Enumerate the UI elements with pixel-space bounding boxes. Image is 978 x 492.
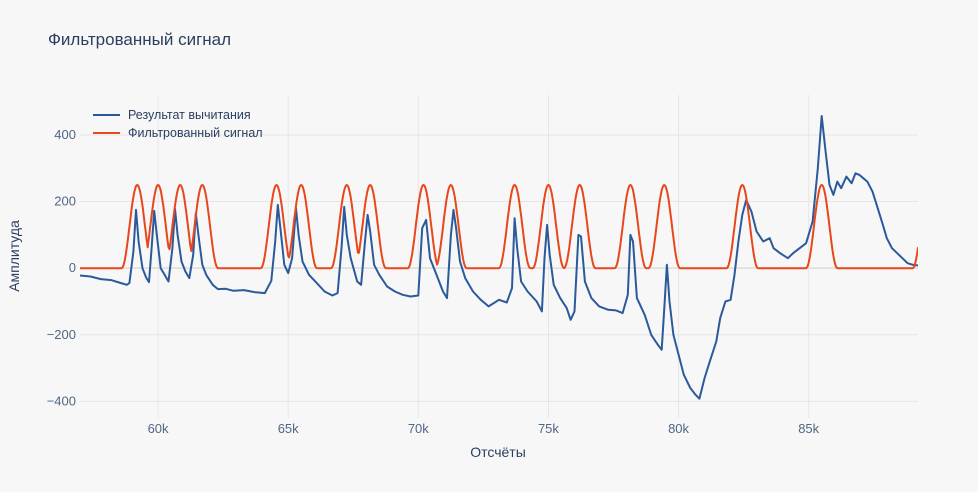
- series-layer[interactable]: [80, 115, 918, 400]
- x-tick-label: 60k: [148, 421, 169, 436]
- y-axis-ticks: −400 −200 0 200 400: [47, 127, 76, 408]
- grid-lines: [80, 95, 918, 418]
- x-axis-title: Отсчёты: [470, 444, 526, 460]
- x-tick-label: 80k: [668, 421, 689, 436]
- legend-label-filtered[interactable]: Фильтрованный сигнал: [128, 126, 263, 140]
- y-tick-label: −400: [47, 393, 76, 408]
- legend-label-subtraction[interactable]: Результат вычитания: [128, 108, 251, 122]
- y-tick-label: 200: [54, 194, 76, 209]
- chart-title: Фильтрованный сигнал: [48, 30, 232, 49]
- y-axis-title: Амплитуда: [6, 220, 22, 292]
- series-line-subtraction: [80, 115, 918, 400]
- series-line-filtered: [80, 183, 918, 270]
- x-tick-label: 85k: [798, 421, 819, 436]
- legend[interactable]: Результат вычитания Фильтрованный сигнал: [93, 108, 263, 140]
- x-tick-label: 75k: [538, 421, 559, 436]
- y-tick-label: 0: [69, 260, 76, 275]
- x-tick-label: 65k: [278, 421, 299, 436]
- y-tick-label: −200: [47, 327, 76, 342]
- x-axis-ticks: 60k 65k 70k 75k 80k 85k: [148, 421, 820, 436]
- y-tick-label: 400: [54, 127, 76, 142]
- x-tick-label: 70k: [408, 421, 429, 436]
